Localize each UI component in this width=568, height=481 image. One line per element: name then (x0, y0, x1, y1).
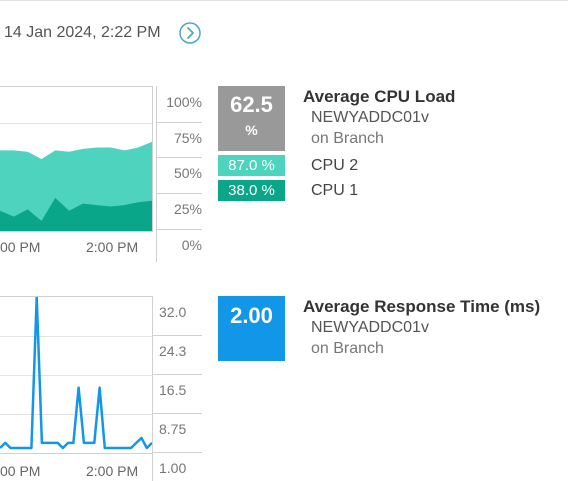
gridline (0, 336, 152, 337)
cpu-y-tick-line (156, 193, 202, 194)
rt-y-tick-4: 8.75 (159, 421, 187, 437)
cpu-x-tick-2: 2:00 PM (86, 239, 139, 255)
cpu-series-area-2 (0, 197, 152, 231)
cpu-average-unit: % (245, 122, 258, 138)
cpu-y-tick-line (156, 157, 202, 158)
response-time-plot (0, 297, 152, 450)
cpu-y-tick-line (156, 229, 202, 230)
next-arrow-button[interactable] (179, 22, 201, 44)
gridline (0, 375, 152, 376)
cpu1-label: CPU 1 (311, 182, 359, 199)
rt-y-tick-line (152, 452, 202, 453)
response-time-chart[interactable] (0, 296, 153, 454)
cpu-y-tick-100: 100% (166, 94, 202, 110)
gridline (0, 123, 152, 124)
cpu-y-tick-25: 25% (173, 201, 202, 217)
cpu-load-plot (0, 141, 152, 231)
cpu-y-tick-75: 75% (173, 130, 202, 146)
cpu2-value-badge: 87.0 % (218, 155, 285, 176)
rt-y-tick-line (152, 374, 202, 375)
cpu-y-tick-line (156, 122, 202, 123)
cpu-y-tick-50: 50% (173, 165, 202, 181)
cpu-panel-title[interactable]: Average CPU Load (303, 87, 456, 106)
cpu-node-name[interactable]: NEWYADDC01v (311, 109, 429, 126)
rt-y-tick-3: 16.5 (159, 382, 187, 398)
cpu-y-axis (156, 86, 157, 262)
cpu-y-tick-0: 0% (181, 237, 202, 253)
rt-y-tick-2: 24.3 (159, 343, 187, 359)
rt-average-badge: 2.00 (218, 296, 285, 361)
rt-y-tick-1: 32.0 (159, 304, 187, 320)
rt-y-tick-5: 1.00 (159, 460, 187, 476)
cpu-x-tick-1: 00 PM (0, 239, 41, 255)
rt-average-value: 2.00 (230, 303, 273, 328)
cpu-average-value: 62.5 (230, 92, 273, 117)
rt-node-name[interactable]: NEWYADDC01v (311, 319, 429, 336)
rt-series-line (0, 297, 152, 450)
rt-x-tick-1: 00 PM (0, 463, 41, 479)
rt-y-tick-line (152, 413, 202, 414)
cpu-location: on Branch (311, 130, 384, 147)
rt-y-axis (152, 296, 153, 481)
current-date: 14 Jan 2024, 2:22 PM (4, 24, 161, 41)
rt-x-tick-2: 2:00 PM (86, 463, 139, 479)
rt-location: on Branch (311, 340, 384, 357)
cpu1-value-badge: 38.0 % (218, 180, 285, 201)
cpu2-label: CPU 2 (311, 157, 359, 174)
chevron-right-icon (179, 22, 201, 44)
cpu-average-badge: 62.5 % (218, 86, 285, 151)
rt-y-tick-line (152, 335, 202, 336)
cpu-load-chart[interactable] (0, 86, 153, 232)
top-divider (0, 0, 568, 1)
rt-panel-title[interactable]: Average Response Time (ms) (303, 297, 541, 316)
